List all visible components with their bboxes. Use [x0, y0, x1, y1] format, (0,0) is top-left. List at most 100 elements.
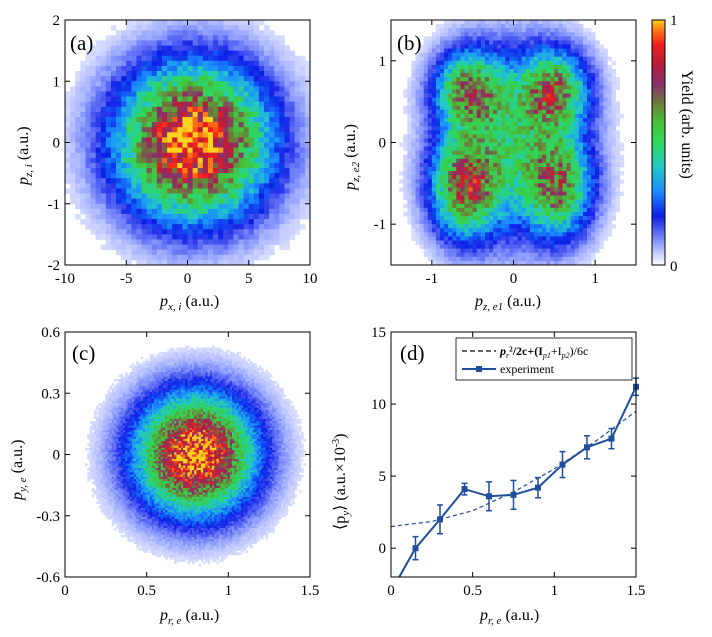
heatmap-cell	[472, 146, 478, 152]
heatmap-cell	[274, 101, 280, 108]
heatmap-cell	[513, 81, 518, 86]
heatmap-cell	[607, 216, 612, 221]
heatmap-cell	[452, 146, 457, 152]
heatmap-cell	[513, 105, 518, 111]
heatmap-cell	[121, 91, 127, 97]
heatmap-cell	[141, 208, 148, 215]
heatmap-cell	[591, 216, 596, 221]
heatmap-cell	[595, 81, 600, 86]
heatmap-cell	[233, 127, 239, 133]
heatmap-cell	[501, 134, 506, 139]
heatmap-cell	[407, 154, 412, 160]
heatmap-cell	[599, 240, 604, 245]
heatmap-cell	[264, 30, 270, 36]
heatmap-cell	[591, 113, 596, 119]
heatmap-cell	[574, 126, 580, 131]
heatmap-cell	[136, 101, 142, 108]
heatmap-cell	[202, 219, 209, 225]
heatmap-cell	[493, 211, 498, 217]
heatmap-cell	[521, 134, 527, 139]
heatmap-cell	[116, 213, 122, 220]
heatmap-cell	[591, 236, 596, 241]
heatmap-cell	[562, 179, 567, 184]
heatmap-cell	[243, 127, 250, 133]
heatmap-cell	[489, 207, 494, 213]
heatmap-cell	[509, 93, 514, 98]
heatmap-cell	[299, 96, 306, 103]
heatmap-cell	[501, 77, 506, 82]
heatmap-cell	[574, 32, 580, 37]
heatmap-cell	[85, 81, 91, 87]
heatmap-cell	[444, 187, 449, 192]
heatmap-cell	[407, 113, 412, 119]
heatmap-cell	[493, 81, 498, 86]
heatmap-cell	[558, 179, 563, 184]
heatmap-cell	[611, 126, 616, 131]
heatmap-cell	[213, 162, 219, 169]
heatmap-cell	[167, 25, 173, 31]
heatmap-cell	[213, 65, 219, 72]
heatmap-cell	[243, 239, 250, 245]
heatmap-cell	[582, 203, 588, 209]
heatmap-cell	[435, 130, 441, 135]
heatmap-cell	[599, 122, 604, 127]
heatmap-cell	[116, 101, 122, 108]
heatmap-cell	[121, 142, 127, 148]
heatmap-cell	[435, 44, 441, 49]
heatmap-cell	[582, 252, 588, 258]
heatmap-cell	[116, 188, 122, 194]
heatmap-cell	[100, 116, 107, 123]
heatmap-cell	[407, 126, 412, 131]
heatmap-cell	[95, 106, 102, 113]
heatmap-cell	[619, 154, 625, 160]
heatmap-cell	[464, 130, 469, 135]
heatmap-cell	[603, 73, 608, 78]
heatmap-cell	[480, 199, 486, 205]
heatmap-cell	[435, 216, 441, 221]
heatmap-cell	[472, 113, 478, 119]
heatmap-cell	[554, 20, 559, 25]
heatmap-cell	[595, 244, 600, 250]
heatmap-cell	[501, 73, 506, 78]
heatmap-cell	[407, 89, 412, 94]
heatmap-cell	[415, 216, 420, 221]
heatmap-cell	[70, 152, 76, 159]
heatmap-cell	[599, 89, 604, 94]
heatmap-cell	[238, 219, 245, 225]
heatmap-cell	[207, 142, 214, 148]
heatmap-cell	[80, 127, 86, 133]
heatmap-cell	[427, 203, 433, 209]
heatmap-cell	[167, 147, 173, 154]
heatmap-cell	[167, 168, 173, 174]
heatmap-cell	[513, 232, 518, 237]
heatmap-cell	[513, 224, 518, 229]
heatmap-cell	[233, 203, 239, 210]
heatmap-cell	[415, 211, 420, 217]
heatmap-cell	[85, 76, 91, 82]
heatmap-cell	[243, 40, 250, 46]
heatmap-cell	[423, 203, 429, 209]
heatmap-cell	[578, 240, 584, 245]
heatmap-cell	[213, 259, 219, 266]
heatmap-cell	[415, 158, 420, 164]
heatmap-cell	[476, 73, 482, 78]
heatmap-cell	[187, 132, 193, 138]
heatmap-cell	[460, 60, 465, 66]
heatmap-cell	[105, 101, 112, 108]
heatmap-cell	[472, 134, 478, 139]
heatmap-cell	[202, 127, 209, 133]
heatmap-cell	[423, 232, 429, 237]
heatmap-cell	[501, 122, 506, 127]
heatmap-cell	[161, 40, 168, 46]
heatmap-cell	[407, 191, 412, 196]
heatmap-cell	[299, 76, 306, 82]
heatmap-cell	[264, 183, 270, 189]
heatmap-cell	[156, 198, 163, 205]
heatmap-cell	[554, 93, 559, 98]
heatmap-cell	[431, 211, 437, 217]
heatmap-cell	[228, 137, 234, 143]
x-tick-label: -5	[120, 271, 133, 287]
heatmap-cell	[202, 137, 209, 143]
heatmap-cell	[464, 216, 469, 221]
heatmap-cell	[253, 168, 260, 174]
